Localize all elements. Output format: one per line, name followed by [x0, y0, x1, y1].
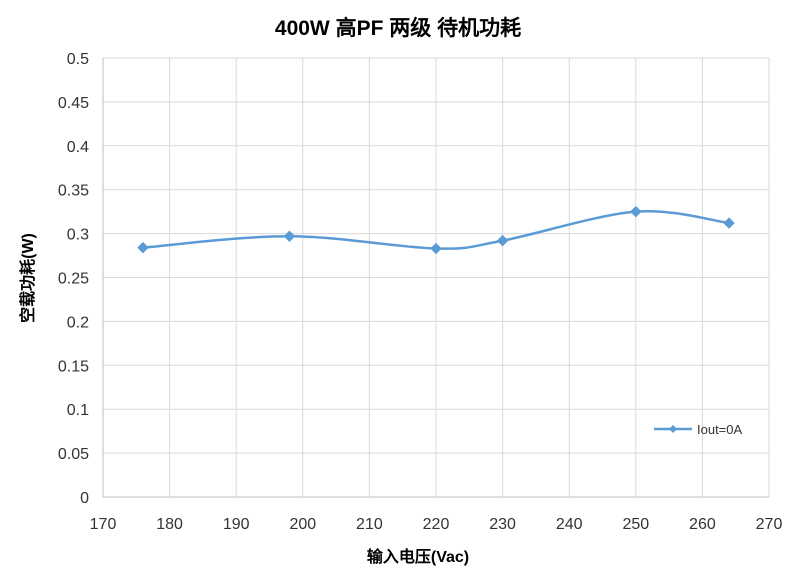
x-axis-label: 输入电压(Vac) — [366, 549, 470, 566]
chart-title: 400W 高PF 两级 待机功耗 — [274, 17, 522, 40]
x-tick-label: 220 — [423, 516, 450, 533]
y-tick-label: 0.15 — [58, 358, 89, 375]
x-tick-label: 170 — [90, 516, 117, 533]
y-tick-label: 0.5 — [67, 51, 89, 68]
x-tick-label: 250 — [622, 516, 649, 533]
y-tick-label: 0.35 — [58, 183, 89, 200]
legend-marker — [669, 425, 677, 433]
data-point-marker — [283, 230, 296, 242]
y-tick-label: 0.3 — [67, 227, 89, 244]
legend-label: Iout=0A — [697, 422, 743, 437]
y-tick-label: 0.05 — [58, 446, 89, 463]
x-tick-label: 240 — [556, 516, 583, 533]
data-point-marker — [630, 205, 642, 218]
y-tick-label: 0.25 — [58, 271, 89, 288]
y-tick-label: 0.4 — [67, 139, 89, 156]
data-point-marker — [723, 217, 735, 229]
x-tick-label: 230 — [489, 516, 516, 533]
data-point-marker — [137, 241, 149, 254]
y-tick-label: 0.1 — [67, 402, 89, 419]
data-point-marker — [430, 242, 442, 255]
x-tick-label: 190 — [223, 516, 250, 533]
x-tick-label: 200 — [289, 516, 316, 533]
y-tick-label: 0.45 — [58, 95, 89, 112]
x-tick-label: 210 — [356, 516, 383, 533]
y-tick-label: 0.2 — [67, 314, 89, 331]
x-tick-label: 260 — [689, 516, 716, 533]
y-tick-label: 0 — [80, 490, 89, 507]
x-tick-label: 180 — [156, 516, 183, 533]
x-tick-label: 270 — [756, 516, 783, 533]
data-point-marker — [496, 234, 509, 247]
